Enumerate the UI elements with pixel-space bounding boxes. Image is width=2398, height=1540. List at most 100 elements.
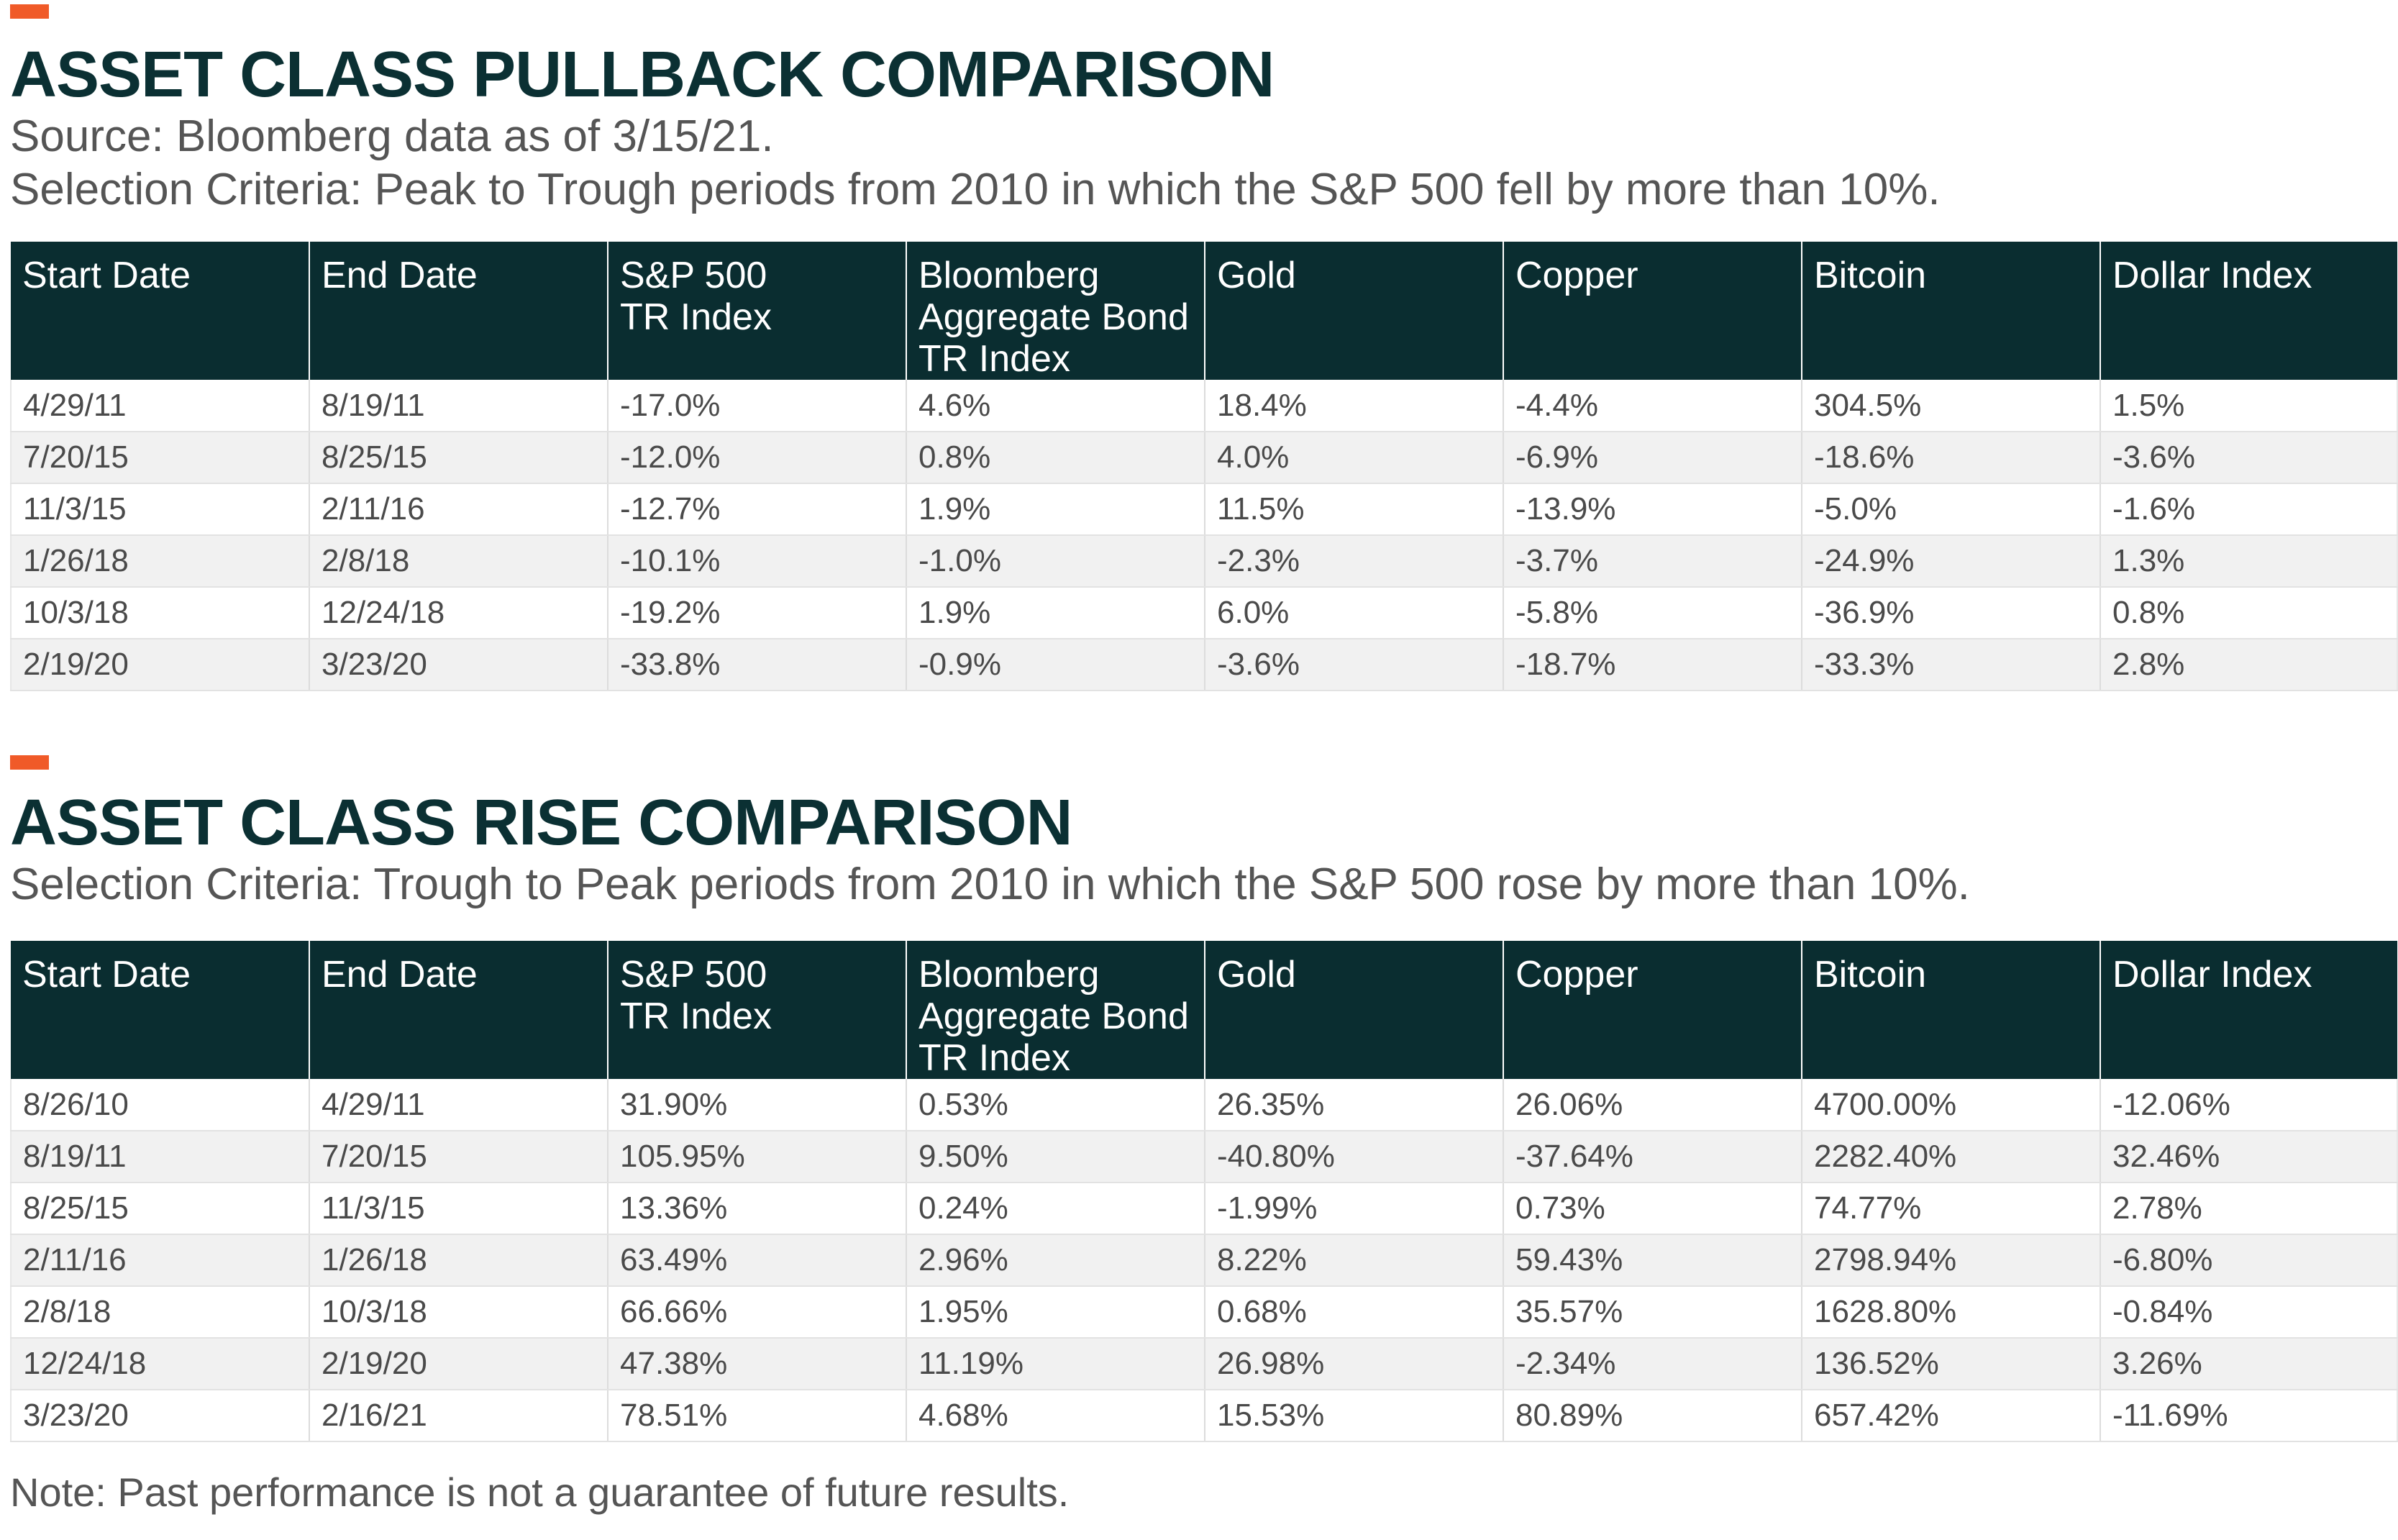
table-cell: -18.6% <box>1801 432 2100 484</box>
table-cell: -33.3% <box>1801 639 2100 691</box>
table-cell: 1/26/18 <box>10 535 309 588</box>
header-start-date: Start Date <box>11 242 309 380</box>
header-bond-index: Bloomberg Aggregate Bond TR Index <box>906 941 1205 1079</box>
table-cell: 2/19/20 <box>309 1338 608 1390</box>
table-cell: 74.77% <box>1801 1183 2100 1235</box>
header-end-date: End Date <box>309 242 608 380</box>
table-cell: 13.36% <box>607 1183 906 1235</box>
table-cell: 3/23/20 <box>10 1390 309 1442</box>
table-cell: 4.6% <box>906 380 1205 432</box>
table-cell: -1.0% <box>906 535 1205 588</box>
table-cell: 2.96% <box>906 1234 1205 1287</box>
header-end-date: End Date <box>309 941 608 1079</box>
table-cell: 2/8/18 <box>10 1286 309 1339</box>
footnote: Note: Past performance is not a guarante… <box>10 1470 1070 1515</box>
header-sp500: S&P 500 TR Index <box>607 242 906 380</box>
table-row: 2/11/16 1/26/18 63.49% 2.96% 8.22% 59.43% 2798… <box>10 1234 2398 1287</box>
table-cell: 15.53% <box>1204 1390 1503 1442</box>
table-cell: 4.0% <box>1204 432 1503 484</box>
table-row: 12/24/18 2/19/20 47.38% 11.19% 26.98% -2.34% 1… <box>10 1338 2398 1390</box>
table-cell: 136.52% <box>1801 1338 2100 1390</box>
pullback-accent-bar <box>10 4 49 19</box>
table-cell: 1.9% <box>906 483 1205 536</box>
table-cell: 3.26% <box>2100 1338 2398 1390</box>
table-cell: 657.42% <box>1801 1390 2100 1442</box>
header-start-date: Start Date <box>11 941 309 1079</box>
pullback-table: Start Date End Date S&P 500 TR Index Blo… <box>10 242 2398 691</box>
table-cell: 4/29/11 <box>10 380 309 432</box>
table-cell: -17.0% <box>607 380 906 432</box>
header-bitcoin: Bitcoin <box>1801 242 2100 380</box>
table-cell: -24.9% <box>1801 535 2100 588</box>
rise-table: Start Date End Date S&P 500 TR Index Blo… <box>10 941 2398 1442</box>
table-cell: 4/29/11 <box>309 1079 608 1131</box>
table-cell: 2/16/21 <box>309 1390 608 1442</box>
header-copper: Copper <box>1503 941 1802 1079</box>
header-gold: Gold <box>1204 242 1503 380</box>
table-cell: 2/8/18 <box>309 535 608 588</box>
table-cell: -12.0% <box>607 432 906 484</box>
table-cell: 105.95% <box>607 1131 906 1183</box>
header-dollar-index: Dollar Index <box>2100 242 2397 380</box>
table-cell: -3.6% <box>2100 432 2398 484</box>
table-cell: 4700.00% <box>1801 1079 2100 1131</box>
table-row: 4/29/11 8/19/11 -17.0% 4.6% 18.4% -4.4% 304.5%… <box>10 380 2398 432</box>
table-cell: 1/26/18 <box>309 1234 608 1287</box>
table-cell: 2.78% <box>2100 1183 2398 1235</box>
table-cell: 6.0% <box>1204 587 1503 639</box>
table-cell: 12/24/18 <box>309 587 608 639</box>
table-cell: -19.2% <box>607 587 906 639</box>
table-cell: 11/3/15 <box>10 483 309 536</box>
table-cell: 26.35% <box>1204 1079 1503 1131</box>
pullback-criteria: Selection Criteria: Peak to Trough perio… <box>10 165 1941 214</box>
table-cell: 12/24/18 <box>10 1338 309 1390</box>
table-row: 1/26/18 2/8/18 -10.1% -1.0% -2.3% -3.7% -24.9%… <box>10 535 2398 588</box>
table-cell: 8/19/11 <box>10 1131 309 1183</box>
table-cell: 0.8% <box>906 432 1205 484</box>
table-cell: -3.6% <box>1204 639 1503 691</box>
table-cell: 10/3/18 <box>309 1286 608 1339</box>
table-cell: 2282.40% <box>1801 1131 2100 1183</box>
table-cell: 66.66% <box>607 1286 906 1339</box>
table-row: 8/19/11 7/20/15 105.95% 9.50% -40.80% -37.64%… <box>10 1131 2398 1183</box>
table-cell: -5.0% <box>1801 483 2100 536</box>
table-cell: 0.8% <box>2100 587 2398 639</box>
table-cell: -12.06% <box>2100 1079 2398 1131</box>
table-cell: -40.80% <box>1204 1131 1503 1183</box>
table-cell: 11.19% <box>906 1338 1205 1390</box>
table-cell: 18.4% <box>1204 380 1503 432</box>
header-bond-index: Bloomberg Aggregate Bond TR Index <box>906 242 1205 380</box>
rise-accent-bar <box>10 755 49 770</box>
header-sp500: S&P 500 TR Index <box>607 941 906 1079</box>
table-cell: -10.1% <box>607 535 906 588</box>
table-cell: 26.98% <box>1204 1338 1503 1390</box>
table-cell: 8/25/15 <box>10 1183 309 1235</box>
table-cell: 0.73% <box>1503 1183 1802 1235</box>
table-row: 7/20/15 8/25/15 -12.0% 0.8% 4.0% -6.9% -18.6% -… <box>10 432 2398 484</box>
table-cell: -6.80% <box>2100 1234 2398 1287</box>
table-cell: 2.8% <box>2100 639 2398 691</box>
header-copper: Copper <box>1503 242 1802 380</box>
table-cell: 8/26/10 <box>10 1079 309 1131</box>
table-cell: 11/3/15 <box>309 1183 608 1235</box>
table-row: 3/23/20 2/16/21 78.51% 4.68% 15.53% 80.89% 657… <box>10 1390 2398 1442</box>
table-cell: -37.64% <box>1503 1131 1802 1183</box>
table-cell: -18.7% <box>1503 639 1802 691</box>
table-cell: -13.9% <box>1503 483 1802 536</box>
table-cell: 0.68% <box>1204 1286 1503 1339</box>
table-cell: 2/11/16 <box>309 483 608 536</box>
table-cell: 0.53% <box>906 1079 1205 1131</box>
table-cell: -1.99% <box>1204 1183 1503 1235</box>
table-cell: 2/11/16 <box>10 1234 309 1287</box>
table-cell: -4.4% <box>1503 380 1802 432</box>
table-cell: 2798.94% <box>1801 1234 2100 1287</box>
table-cell: 3/23/20 <box>309 639 608 691</box>
rise-header-row: Start Date End Date S&P 500 TR Index Blo… <box>11 941 2397 1079</box>
table-cell: 0.24% <box>906 1183 1205 1235</box>
table-row: 11/3/15 2/11/16 -12.7% 1.9% 11.5% -13.9% -5.0%… <box>10 483 2398 536</box>
table-cell: 2/19/20 <box>10 639 309 691</box>
table-cell: -3.7% <box>1503 535 1802 588</box>
table-cell: -2.3% <box>1204 535 1503 588</box>
table-cell: 8/19/11 <box>309 380 608 432</box>
table-cell: 78.51% <box>607 1390 906 1442</box>
